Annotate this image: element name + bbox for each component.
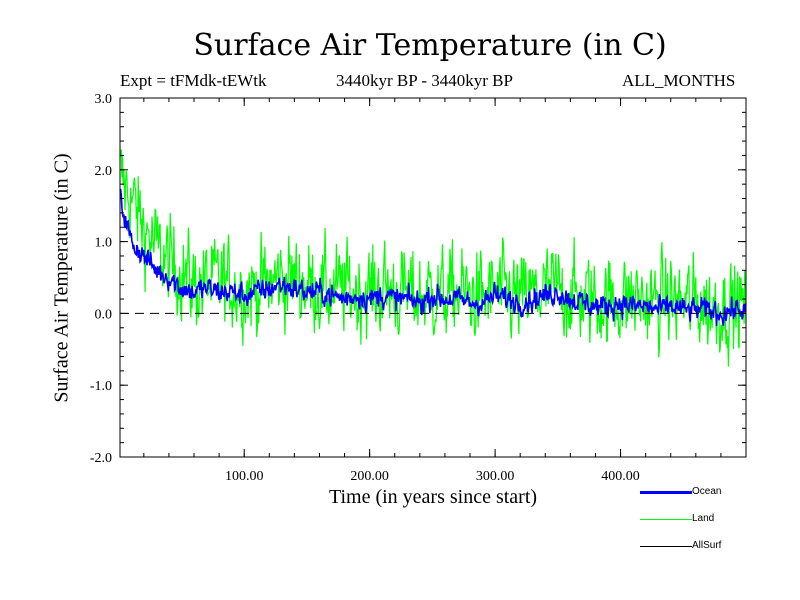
- chart-title: Surface Air Temperature (in C): [193, 28, 667, 63]
- legend-label-allsurf: AllSurf: [692, 540, 722, 551]
- months-label: ALL_MONTHS: [622, 71, 736, 90]
- experiment-label: Expt = tFMdk-tEWtk: [120, 71, 267, 90]
- y-axis-label: Surface Air Temperature (in C): [50, 153, 73, 403]
- y-tick-label: 0.0: [95, 307, 113, 322]
- period-label: 3440kyr BP - 3440kyr BP: [336, 71, 513, 90]
- x-axis-label: Time (in years since start): [328, 486, 538, 508]
- y-tick-label: 3.0: [95, 92, 113, 107]
- legend-item-allsurf: AllSurf: [640, 540, 760, 554]
- y-tick-label: 1.0: [95, 236, 113, 251]
- legend-swatch-allsurf: [640, 546, 692, 547]
- series-land-line: [119, 149, 747, 367]
- y-tick-label: -1.0: [90, 379, 112, 394]
- plot-frame: [119, 97, 747, 458]
- x-tick-label: 200.00: [350, 469, 389, 484]
- y-tick-label: -2.0: [90, 451, 112, 466]
- x-tick-label: 100.00: [225, 469, 264, 484]
- legend-swatch-land: [640, 519, 692, 520]
- legend-swatch-ocean: [640, 491, 692, 494]
- y-tick-label: 2.0: [95, 164, 113, 179]
- legend-item-land: Land: [640, 513, 760, 527]
- series-ocean-line: [119, 188, 747, 327]
- legend-label-land: Land: [692, 513, 715, 524]
- legend-label-ocean: Ocean: [692, 486, 722, 497]
- x-tick-label: 400.00: [601, 469, 640, 484]
- legend-item-ocean: Ocean: [640, 486, 760, 500]
- x-tick-label: 300.00: [476, 469, 515, 484]
